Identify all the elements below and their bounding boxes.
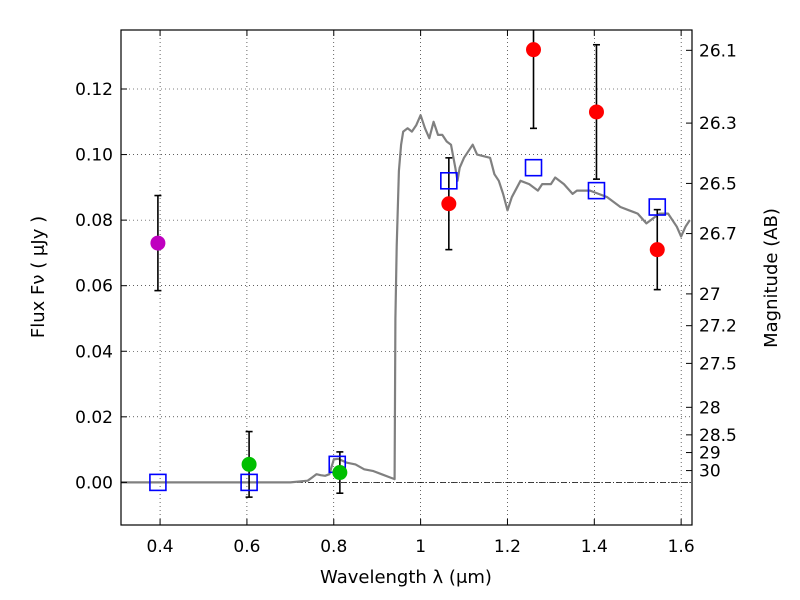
y-axis-label: Flux Fν ( μJy ) [28, 216, 49, 338]
y-tick-label: 0.06 [75, 277, 113, 297]
model-square [149, 473, 167, 492]
data-point [588, 104, 604, 120]
model-band-squares [149, 158, 667, 492]
mag-tick-label: 29 [699, 444, 721, 464]
x-tick-label: 0.8 [320, 537, 347, 557]
observed-points [150, 42, 665, 481]
mag-tick-label: 26.5 [699, 174, 737, 194]
mag-tick-label: 28 [699, 398, 721, 418]
data-point [649, 242, 665, 258]
mag-tick-label: 26.1 [699, 41, 737, 61]
grid [121, 30, 692, 525]
mag-tick-label: 26.7 [699, 225, 737, 245]
data-point [441, 196, 457, 212]
data-point [150, 235, 166, 251]
data-point [241, 456, 257, 472]
model-square [240, 473, 258, 492]
model-square [440, 171, 458, 190]
x-tick-label: 1 [415, 537, 426, 557]
model-square [587, 181, 606, 200]
data-point [526, 42, 542, 58]
data-point [332, 465, 348, 481]
x-tick-label: 1.4 [581, 537, 608, 557]
x-tick-label: 0.4 [147, 537, 174, 557]
mag-tick-label: 27.5 [699, 354, 737, 374]
y-tick-label: 0.10 [75, 146, 113, 166]
y-tick-label: 0.00 [75, 473, 113, 493]
y-tick-label: 0.08 [75, 211, 113, 231]
right-axis-label: Magnitude (AB) [761, 208, 782, 348]
mag-tick-label: 26.3 [699, 114, 737, 134]
x-axis-label: Wavelength λ (μm) [320, 567, 492, 588]
mag-tick-label: 27 [699, 285, 721, 305]
model-square [648, 198, 667, 216]
y-tick-label: 0.04 [75, 342, 113, 362]
mag-tick-label: 28.5 [699, 426, 737, 446]
axis-ticks: 0.4 0.6 0.8 1 1.2 1.4 1.6 0.00 0.02 0.04 0.06 0.08 0… [75, 30, 737, 557]
model-square [524, 158, 543, 177]
y-tick-label: 0.02 [75, 408, 113, 428]
x-tick-label: 0.6 [233, 537, 260, 557]
x-tick-label: 1.6 [668, 537, 695, 557]
model-sed-line [121, 114, 691, 484]
y-tick-label: 0.12 [75, 80, 113, 100]
plot-frame [120, 29, 693, 526]
mag-tick-label: 27.2 [699, 317, 737, 337]
x-tick-label: 1.2 [494, 537, 521, 557]
mag-tick-label: 30 [699, 462, 721, 482]
